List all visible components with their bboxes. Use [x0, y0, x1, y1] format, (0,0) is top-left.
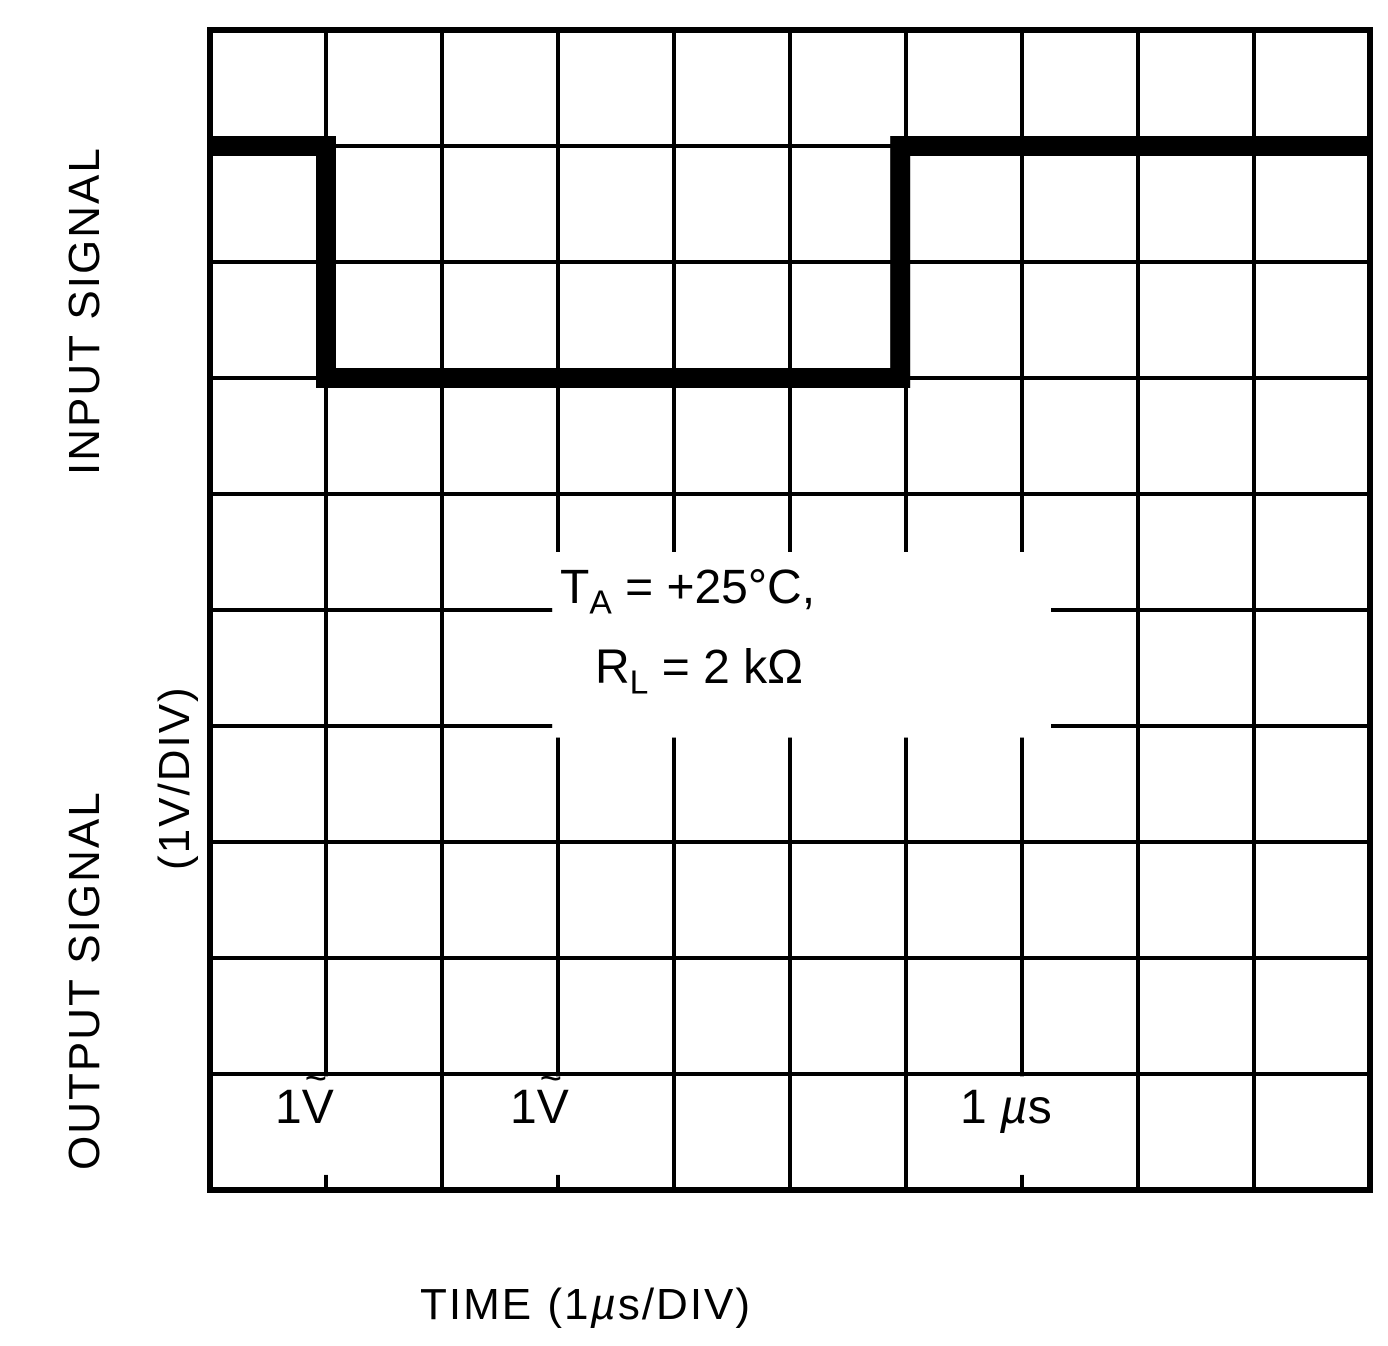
annotation-rl: RL = 2 kΩ — [595, 640, 803, 703]
xlabel-suffix: s/DIV) — [618, 1280, 752, 1329]
v1-tilde-v: ~V — [302, 1080, 334, 1135]
annotation-1v-left: 1~V — [275, 1080, 334, 1135]
ta-sub: A — [589, 585, 611, 622]
v2-tilde-v: ~V — [537, 1080, 569, 1135]
oscilloscope-chart: INPUT SIGNAL OUTPUT SIGNAL (1V/DIV) TIME… — [0, 0, 1388, 1346]
rl-pre: R — [595, 641, 630, 694]
v1-num: 1 — [275, 1081, 302, 1134]
ylabel-input: INPUT SIGNAL — [60, 146, 110, 475]
ylabel-units: (1V/DIV) — [150, 685, 200, 870]
ylabel-input-text: INPUT SIGNAL — [60, 146, 109, 475]
v1-tilde: ~ — [305, 1058, 327, 1101]
ta-post: = +25°C, — [612, 561, 815, 614]
xlabel-mu: µ — [590, 1280, 617, 1329]
us-post: s — [1028, 1081, 1052, 1134]
ylabel-units-text: (1V/DIV) — [150, 685, 199, 870]
ta-pre: T — [560, 561, 589, 614]
annotation-ta: TA = +25°C, — [560, 560, 815, 623]
xlabel: TIME (1µs/DIV) — [420, 1280, 752, 1330]
ylabel-output: OUTPUT SIGNAL — [60, 790, 110, 1170]
annotation-1v-right: 1~V — [510, 1080, 569, 1135]
xlabel-prefix: TIME (1 — [420, 1280, 590, 1329]
annotation-1us: 1 µs — [960, 1080, 1052, 1135]
rl-sub: L — [630, 665, 649, 702]
v2-num: 1 — [510, 1081, 537, 1134]
us-pre: 1 — [960, 1081, 1000, 1134]
v2-tilde: ~ — [540, 1058, 562, 1101]
ylabel-output-text: OUTPUT SIGNAL — [60, 790, 109, 1170]
rl-post: = 2 kΩ — [648, 641, 803, 694]
us-mu: µ — [1000, 1081, 1028, 1134]
